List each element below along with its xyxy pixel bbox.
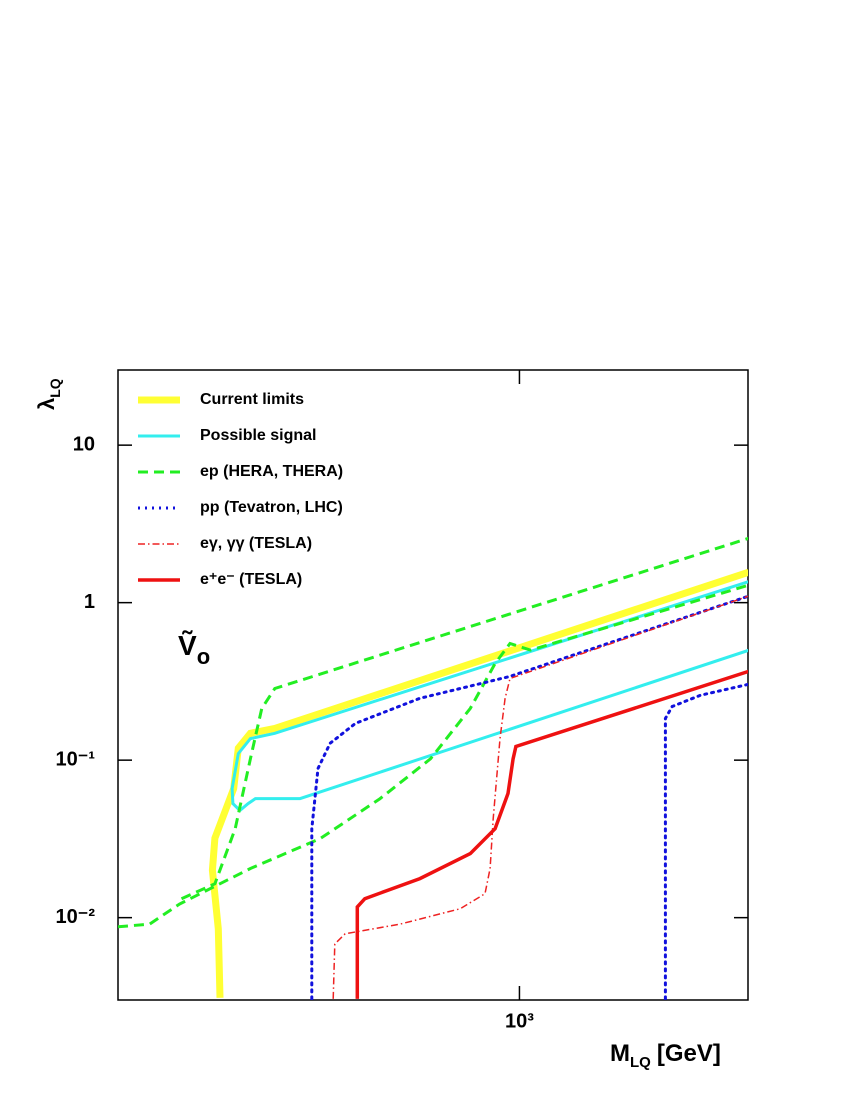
- x-axis-label: MLQ [GeV]: [610, 1040, 721, 1071]
- series-line: [208, 568, 748, 998]
- y-label-main: λ: [34, 398, 59, 410]
- x-label-unit: [GeV]: [657, 1040, 721, 1067]
- series-line: [230, 580, 748, 813]
- x-tick-label: 10³: [505, 1010, 534, 1032]
- series-line: [355, 669, 748, 999]
- series-line: [118, 536, 748, 929]
- x-label-main: M: [610, 1040, 630, 1067]
- legend-label: ep (HERA, THERA): [200, 463, 343, 480]
- y-tick-label: 10: [73, 433, 95, 455]
- legend-label: pp (Tevatron, LHC): [200, 499, 343, 516]
- legend-label: eγ, γγ (TESLA): [200, 535, 312, 552]
- legend-label: e⁺e⁻ (TESLA): [200, 571, 302, 588]
- annotation: Ṽo: [178, 630, 210, 668]
- y-label-sub: LQ: [47, 378, 63, 398]
- legend-label: Possible signal: [200, 427, 316, 444]
- y-tick-label: 10⁻²: [56, 906, 96, 928]
- series-line: [332, 595, 748, 999]
- y-tick-label: 10⁻¹: [56, 748, 96, 770]
- y-tick-label: 1: [84, 591, 95, 613]
- x-label-sub: LQ: [630, 1054, 651, 1071]
- series-line: [310, 594, 748, 1000]
- y-axis-label: λLQ: [34, 378, 63, 410]
- legend-label: Current limits: [200, 391, 304, 408]
- annotation-sub: o: [197, 644, 210, 669]
- annotation-main: Ṽ: [178, 630, 197, 661]
